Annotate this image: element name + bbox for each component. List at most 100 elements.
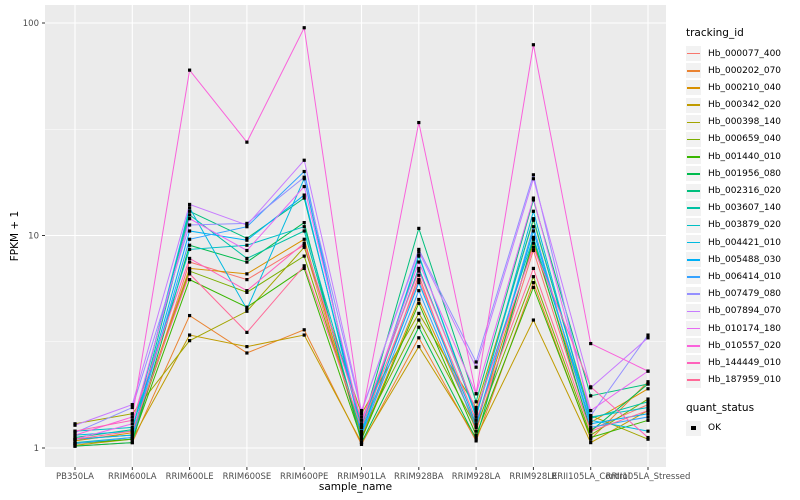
data-point[interactable] bbox=[646, 412, 650, 416]
data-point[interactable] bbox=[474, 415, 478, 419]
data-point[interactable] bbox=[245, 140, 249, 144]
data-point[interactable] bbox=[302, 196, 306, 200]
data-point[interactable] bbox=[302, 264, 306, 268]
data-point[interactable] bbox=[359, 441, 364, 445]
quant-legend-item[interactable]: OK bbox=[686, 420, 798, 436]
data-point[interactable] bbox=[130, 425, 134, 430]
data-point[interactable] bbox=[646, 400, 650, 404]
data-point[interactable] bbox=[589, 414, 593, 418]
data-point[interactable] bbox=[302, 158, 306, 162]
data-point[interactable] bbox=[245, 345, 249, 349]
data-point[interactable] bbox=[589, 425, 593, 430]
data-point[interactable] bbox=[302, 169, 306, 174]
data-point[interactable] bbox=[73, 423, 77, 427]
data-point[interactable] bbox=[646, 336, 650, 340]
data-point[interactable] bbox=[531, 266, 535, 271]
data-point[interactable] bbox=[188, 202, 192, 207]
data-point[interactable] bbox=[188, 209, 192, 213]
legend-item[interactable]: Hb_007894_070 bbox=[686, 303, 798, 319]
data-point[interactable] bbox=[302, 229, 306, 233]
data-point[interactable] bbox=[359, 437, 364, 441]
legend-item[interactable]: Hb_000342_020 bbox=[686, 97, 798, 113]
data-point[interactable] bbox=[531, 177, 535, 181]
data-point[interactable] bbox=[531, 225, 535, 229]
data-point[interactable] bbox=[646, 437, 650, 441]
data-point[interactable] bbox=[188, 243, 192, 247]
data-point[interactable] bbox=[359, 412, 364, 416]
legend-item[interactable]: Hb_005488_030 bbox=[686, 252, 798, 268]
data-point[interactable] bbox=[245, 309, 249, 313]
data-point[interactable] bbox=[474, 433, 478, 437]
data-point[interactable] bbox=[417, 336, 421, 340]
data-point[interactable] bbox=[245, 248, 249, 253]
data-point[interactable] bbox=[417, 269, 421, 273]
data-point[interactable] bbox=[302, 184, 306, 189]
legend-item[interactable]: Hb_000659_040 bbox=[686, 131, 798, 147]
data-point[interactable] bbox=[417, 289, 421, 293]
data-point[interactable] bbox=[188, 213, 192, 217]
data-point[interactable] bbox=[589, 433, 593, 437]
data-point[interactable] bbox=[417, 120, 421, 125]
data-point[interactable] bbox=[531, 241, 535, 245]
data-point[interactable] bbox=[188, 68, 192, 72]
data-point[interactable] bbox=[589, 418, 593, 422]
legend-item[interactable]: Hb_144449_010 bbox=[686, 355, 798, 371]
legend-item[interactable]: Hb_003607_140 bbox=[686, 200, 798, 216]
data-point[interactable] bbox=[417, 260, 421, 264]
data-point[interactable] bbox=[302, 254, 306, 258]
data-point[interactable] bbox=[646, 403, 650, 407]
data-point[interactable] bbox=[589, 341, 593, 346]
data-point[interactable] bbox=[245, 225, 249, 229]
data-point[interactable] bbox=[531, 248, 535, 253]
data-point[interactable] bbox=[302, 221, 306, 225]
data-point[interactable] bbox=[245, 278, 249, 282]
data-point[interactable] bbox=[188, 256, 192, 261]
data-point[interactable] bbox=[531, 235, 535, 239]
data-point[interactable] bbox=[188, 266, 192, 271]
legend-item[interactable]: Hb_187959_010 bbox=[686, 372, 798, 388]
data-point[interactable] bbox=[359, 418, 364, 422]
data-point[interactable] bbox=[130, 412, 134, 416]
data-point[interactable] bbox=[531, 285, 535, 289]
data-point[interactable] bbox=[589, 437, 593, 441]
data-point[interactable] bbox=[531, 229, 535, 233]
data-point[interactable] bbox=[531, 245, 535, 249]
legend-item[interactable]: Hb_010174_180 bbox=[686, 321, 798, 336]
data-point[interactable] bbox=[474, 400, 478, 404]
data-point[interactable] bbox=[302, 245, 306, 249]
data-point[interactable] bbox=[646, 408, 650, 413]
data-point[interactable] bbox=[589, 435, 593, 440]
data-point[interactable] bbox=[474, 425, 478, 430]
data-point[interactable] bbox=[302, 26, 306, 30]
data-point[interactable] bbox=[417, 226, 421, 230]
data-point[interactable] bbox=[130, 415, 134, 419]
data-point[interactable] bbox=[474, 405, 478, 410]
legend-item[interactable]: Hb_004421_010 bbox=[686, 235, 798, 251]
data-point[interactable] bbox=[245, 223, 249, 227]
data-point[interactable] bbox=[474, 408, 478, 413]
data-point[interactable] bbox=[130, 405, 134, 410]
data-point[interactable] bbox=[531, 217, 535, 221]
data-point[interactable] bbox=[245, 272, 249, 276]
data-point[interactable] bbox=[359, 433, 364, 437]
data-point[interactable] bbox=[646, 435, 650, 440]
legend-item[interactable]: Hb_001956_080 bbox=[686, 166, 798, 182]
data-point[interactable] bbox=[245, 330, 249, 334]
data-point[interactable] bbox=[245, 221, 249, 226]
data-point[interactable] bbox=[589, 394, 593, 398]
data-point[interactable] bbox=[359, 435, 364, 440]
data-point[interactable] bbox=[474, 437, 478, 441]
data-point[interactable] bbox=[359, 442, 364, 446]
data-point[interactable] bbox=[531, 198, 535, 202]
data-point[interactable] bbox=[359, 422, 364, 426]
data-point[interactable] bbox=[646, 387, 650, 391]
data-point[interactable] bbox=[245, 290, 249, 294]
legend-item[interactable]: Hb_000210_040 bbox=[686, 80, 798, 96]
data-point[interactable] bbox=[188, 333, 192, 337]
data-point[interactable] bbox=[130, 441, 134, 445]
data-point[interactable] bbox=[302, 241, 306, 245]
data-point[interactable] bbox=[417, 273, 421, 277]
data-point[interactable] bbox=[474, 392, 478, 396]
data-point[interactable] bbox=[359, 415, 364, 419]
data-point[interactable] bbox=[531, 196, 535, 200]
